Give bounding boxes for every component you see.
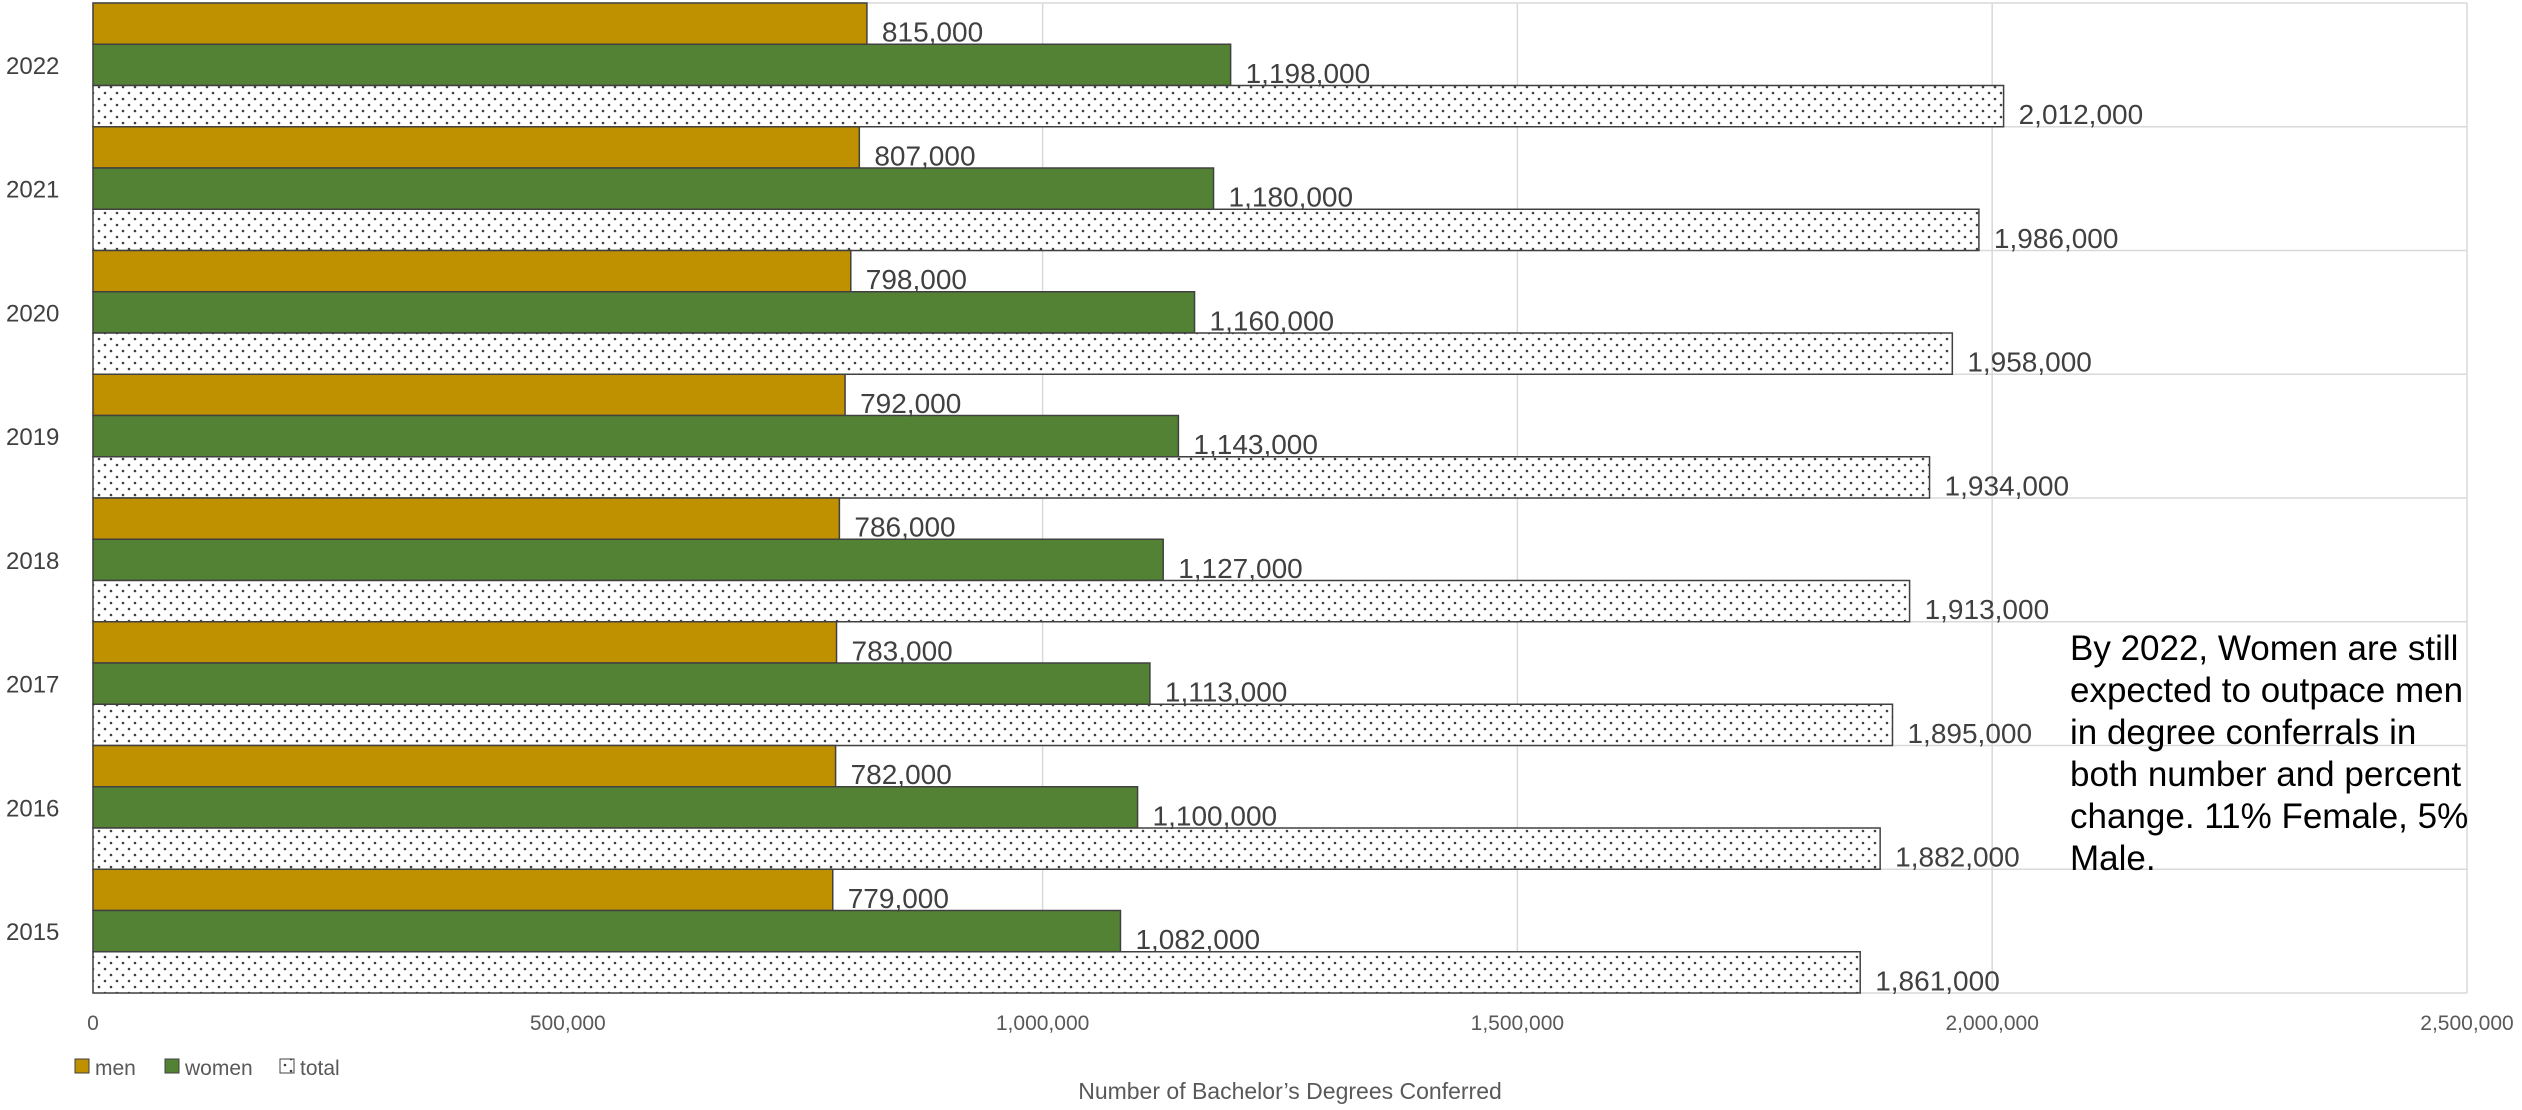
x-tick-label: 0	[87, 1012, 99, 1035]
bar-men-2017	[92, 621, 838, 664]
bar-women-2020	[92, 291, 1196, 334]
data-label-men-2022: 815,000	[882, 17, 983, 48]
data-label-women-2018: 1,127,000	[1178, 553, 1303, 584]
x-tick-label: 1,000,000	[996, 1012, 1089, 1035]
bar-men-2018	[92, 497, 841, 540]
data-label-women-2021: 1,180,000	[1229, 182, 1354, 213]
bar-women-2017	[92, 662, 1151, 705]
x-tick-label: 2,000,000	[1945, 1012, 2038, 1035]
bar-total-2019	[92, 456, 1931, 499]
bar-total-2015	[92, 951, 1861, 994]
data-label-total-2016: 1,882,000	[1895, 842, 2020, 873]
data-label-women-2016: 1,100,000	[1153, 800, 1278, 831]
bar-men-2020	[92, 249, 852, 293]
legend-swatch-total	[279, 1058, 295, 1074]
bars	[92, 2, 2005, 994]
bar-men-2015	[92, 868, 834, 912]
data-labels: 815,000 1,198,000 2,012,000 807,000 1,180,00…	[848, 17, 2143, 997]
category-labels: 2022 2021 2020 2019 2018 2017 2016 2015	[6, 53, 59, 946]
data-label-total-2022: 2,012,000	[2019, 99, 2144, 130]
legend-label-women: women	[184, 1057, 253, 1080]
legend-swatch-men	[74, 1058, 90, 1074]
data-label-women-2019: 1,143,000	[1193, 429, 1318, 460]
bar-total-2017	[92, 703, 1894, 747]
category-label-2018: 2018	[6, 548, 59, 575]
bar-men-2016	[92, 744, 837, 788]
data-label-men-2017: 783,000	[852, 635, 953, 666]
x-axis-title: Number of Bachelor’s Degrees Conferred	[1078, 1078, 1502, 1104]
data-label-total-2021: 1,986,000	[1994, 223, 2119, 254]
data-label-total-2020: 1,958,000	[1967, 347, 2092, 378]
bar-total-2022	[92, 84, 2005, 128]
legend: men women total	[74, 1057, 340, 1080]
legend-label-men: men	[95, 1057, 136, 1080]
bar-women-2016	[92, 786, 1139, 829]
data-label-women-2022: 1,198,000	[1246, 58, 1371, 89]
x-tick-label: 2,500,000	[2420, 1012, 2513, 1035]
data-label-men-2021: 807,000	[874, 140, 975, 171]
legend-swatch-women	[164, 1058, 180, 1074]
bar-men-2021	[92, 126, 861, 169]
category-label-2019: 2019	[6, 424, 59, 451]
data-label-men-2020: 798,000	[866, 264, 967, 295]
bar-men-2022	[92, 2, 868, 45]
category-label-2020: 2020	[6, 300, 59, 327]
data-label-total-2015: 1,861,000	[1875, 965, 2000, 996]
bar-women-2015	[92, 909, 1122, 953]
data-label-women-2015: 1,082,000	[1135, 924, 1260, 955]
data-label-total-2017: 1,895,000	[1907, 718, 2032, 749]
x-tick-label: 1,500,000	[1471, 1012, 1564, 1035]
data-label-men-2018: 786,000	[854, 512, 955, 543]
legend-label-total: total	[300, 1057, 340, 1080]
annotation-text: By 2022, Women are still expected to out…	[2070, 629, 2469, 878]
data-label-men-2019: 792,000	[860, 388, 961, 419]
x-axis-ticks: 0 500,000 1,000,000 1,500,000 2,000,000 2,500…	[87, 1012, 2514, 1035]
data-label-men-2015: 779,000	[848, 883, 949, 914]
bar-men-2019	[92, 373, 846, 417]
category-label-2015: 2015	[6, 919, 59, 946]
data-label-total-2019: 1,934,000	[1945, 470, 2070, 501]
category-label-2017: 2017	[6, 672, 59, 699]
bar-total-2016	[92, 827, 1881, 870]
category-label-2016: 2016	[6, 795, 59, 822]
bar-total-2020	[92, 332, 1954, 375]
bar-women-2021	[92, 167, 1215, 210]
data-label-women-2017: 1,113,000	[1165, 677, 1288, 708]
data-label-men-2016: 782,000	[851, 759, 952, 790]
bar-total-2018	[92, 579, 1911, 623]
x-tick-label: 500,000	[530, 1012, 606, 1035]
bar-women-2018	[92, 538, 1164, 582]
data-label-total-2018: 1,913,000	[1925, 594, 2050, 625]
category-label-2022: 2022	[6, 53, 59, 80]
data-label-women-2020: 1,160,000	[1210, 305, 1335, 336]
bar-women-2022	[92, 43, 1232, 87]
bar-total-2021	[92, 208, 1980, 252]
category-label-2021: 2021	[6, 177, 59, 204]
bar-women-2019	[92, 414, 1180, 458]
